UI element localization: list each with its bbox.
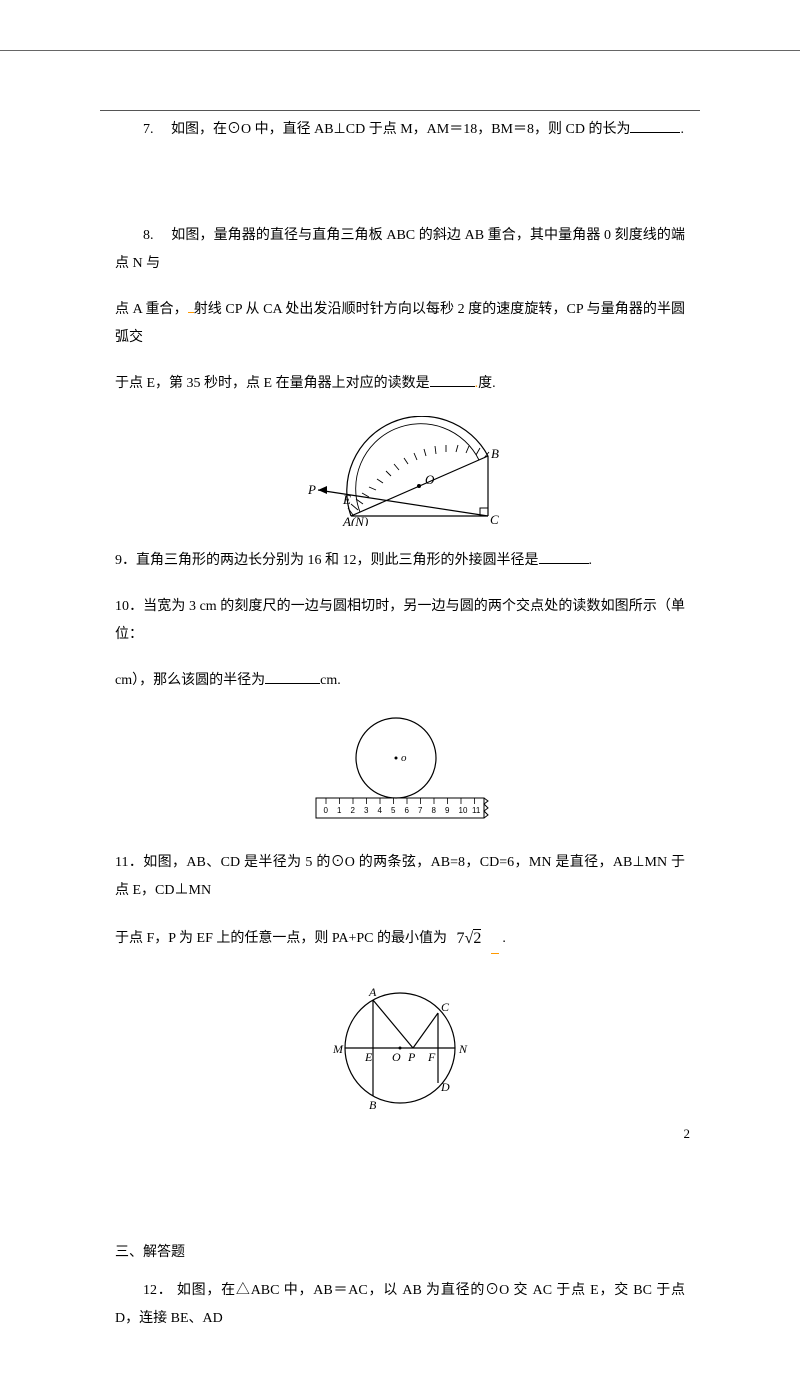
q10-label-o: o: [401, 752, 407, 764]
q10-blank: [265, 670, 320, 684]
question-10: 10．当宽为 3 cm 的刻度尺的一边与圆相切时，另一边与圆的两个交点处的读数如…: [115, 593, 685, 649]
q8-label-o: O: [425, 472, 435, 487]
section3-text: 三、解答题: [115, 1245, 185, 1260]
q9-blank: [539, 550, 589, 564]
q11-lO: O: [392, 1050, 401, 1064]
question-8-line2: 点 A 重合，射线 CP 从 CA 处出发沿顺时针方向以每秒 2 度的速度旋转，…: [115, 296, 685, 352]
question-11-line2: 于点 F，P 为 EF 上的任意一点，则 PA+PC 的最小值为 7√2 .: [115, 923, 685, 955]
q11-lN: N: [458, 1042, 468, 1056]
q10-svg: o 0123456789 10 11: [308, 713, 493, 828]
svg-text:5: 5: [391, 806, 396, 815]
q8-line1: 8. 如图，量角器的直径与直角三角板 ABC 的斜边 AB 重合，其中量角器 0…: [115, 228, 685, 271]
page-number: 2: [684, 1121, 691, 1147]
svg-text:9: 9: [445, 806, 450, 815]
q7-text: 7. 如图，在⊙O 中，直径 AB⊥CD 于点 M，AM＝18，BM＝8，则 C…: [143, 122, 630, 137]
figure-q11: A B C D M N E O P F: [115, 973, 685, 1129]
q10-l1: 10．当宽为 3 cm 的刻度尺的一边与圆相切时，另一边与圆的两个交点处的读数如…: [115, 599, 685, 642]
q9-suffix: .: [589, 553, 593, 568]
svg-text:8: 8: [431, 806, 436, 815]
svg-text:1: 1: [337, 806, 342, 815]
q11-lC: C: [441, 1000, 450, 1014]
svg-text:10: 10: [458, 806, 467, 815]
q7-blank: [630, 119, 680, 133]
header-rule: [100, 110, 700, 111]
q8-l3b: 度.: [478, 376, 496, 391]
q8-label-e: E: [342, 492, 351, 507]
svg-text:3: 3: [364, 806, 369, 815]
q11-lM: M: [332, 1042, 344, 1056]
svg-text:7: 7: [418, 806, 423, 815]
q8-label-b: B: [491, 446, 499, 461]
q7-suffix: .: [680, 122, 684, 137]
q11-lF: F: [427, 1050, 436, 1064]
q8-l2b: 射线 CP 从 CA 处出发沿顺时针方向以每秒 2 度的速度旋转，CP 与量角器…: [115, 302, 685, 345]
q8-label-p: P: [307, 482, 316, 497]
question-8: 8. 如图，量角器的直径与直角三角板 ABC 的斜边 AB 重合，其中量角器 0…: [115, 222, 685, 278]
figure-q8: O P E B C A(N): [115, 416, 685, 537]
gap-7-8: [115, 162, 685, 222]
q8-l2a: 点 A 重合，: [115, 302, 188, 317]
q8-label-c: C: [490, 512, 499, 526]
svg-text:2: 2: [350, 806, 355, 815]
gap-11-sec3: [115, 1139, 685, 1199]
svg-text:6: 6: [404, 806, 409, 815]
q11-lP: P: [407, 1050, 416, 1064]
q10-l2a: cm），那么该圆的半径为: [115, 673, 265, 688]
question-7: 7. 如图，在⊙O 中，直径 AB⊥CD 于点 M，AM＝18，BM＝8，则 C…: [115, 116, 685, 144]
q8-blank: [430, 373, 475, 387]
svg-text:0: 0: [323, 806, 328, 815]
question-11: 11．如图，AB、CD 是半径为 5 的⊙O 的两条弦，AB=8，CD=6，MN…: [115, 849, 685, 905]
page-content: 7. 如图，在⊙O 中，直径 AB⊥CD 于点 M，AM＝18，BM＝8，则 C…: [0, 50, 800, 1391]
figure-q10: o 0123456789 10 11: [115, 713, 685, 839]
q8-svg: O P E B C A(N): [293, 416, 508, 526]
q11-l2a: 于点 F，P 为 EF 上的任意一点，则 PA+PC 的最小值为: [115, 931, 447, 946]
q11-dot-underline: [491, 925, 499, 954]
svg-text:11: 11: [472, 806, 481, 815]
q12-text: 12． 如图，在△ABC 中，AB＝AC，以 AB 为直径的⊙O 交 AC 于点…: [115, 1283, 685, 1326]
q11-lA: A: [368, 985, 377, 999]
question-12: 12． 如图，在△ABC 中，AB＝AC，以 AB 为直径的⊙O 交 AC 于点…: [115, 1277, 685, 1333]
svg-text:4: 4: [377, 806, 382, 815]
q11-lD: D: [440, 1080, 450, 1094]
question-10-line2: cm），那么该圆的半径为 cm.: [115, 667, 685, 695]
q11-svg: A B C D M N E O P F: [313, 973, 488, 1118]
q11-lE: E: [364, 1050, 373, 1064]
question-9: 9．直角三角形的两边长分别为 16 和 12，则此三角形的外接圆半径是.: [115, 547, 685, 575]
section-3-title: 三、解答题: [115, 1239, 685, 1267]
q11-l1: 11．如图，AB、CD 是半径为 5 的⊙O 的两条弦，AB=8，CD=6，MN…: [115, 855, 685, 898]
q8-label-a: A(N): [342, 514, 368, 526]
q10-l2b: cm.: [320, 673, 341, 688]
q11-l2b: .: [502, 931, 506, 946]
q11-answer: 7√2: [457, 923, 482, 955]
q11-lB: B: [369, 1098, 377, 1112]
question-8-line3: 于点 E，第 35 秒时，点 E 在量角器上对应的读数是.度.: [115, 370, 685, 398]
q8-l3a: 于点 E，第 35 秒时，点 E 在量角器上对应的读数是: [115, 376, 430, 391]
q9-text: 9．直角三角形的两边长分别为 16 和 12，则此三角形的外接圆半径是: [115, 553, 539, 568]
